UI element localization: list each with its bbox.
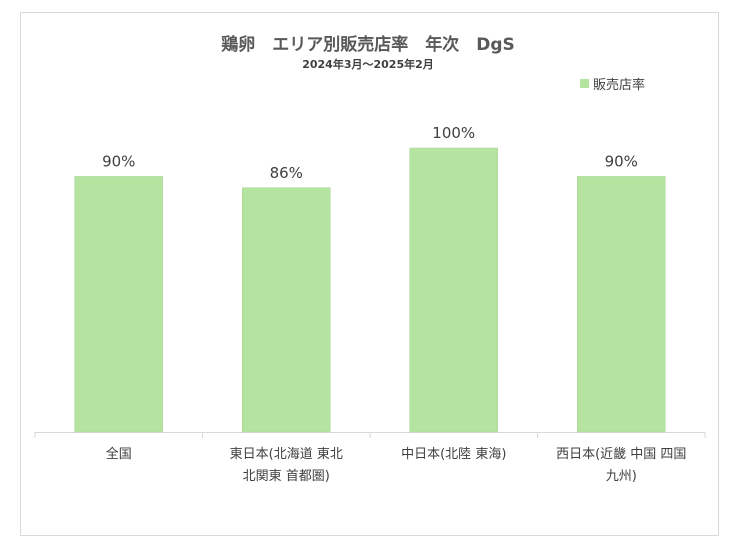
category-label-line: 東日本(北海道 東北 <box>229 447 343 462</box>
legend-label: 販売店率 <box>593 78 646 93</box>
legend: 販売店率 <box>580 74 645 93</box>
category-label-line: 中日本(北陸 東海) <box>401 447 507 462</box>
category-label: 東日本(北海道 東北 北関東 首都圏) <box>206 444 366 488</box>
category-label-line: 全国 <box>105 447 132 462</box>
category-label-line: 北関東 首都圏) <box>242 469 330 484</box>
data-label: 86% <box>270 164 303 182</box>
bar <box>242 187 331 433</box>
category-label: 中日本(北陸 東海) <box>374 444 534 466</box>
category-label-line: 九州) <box>605 469 637 484</box>
legend-swatch <box>580 79 589 88</box>
data-label: 100% <box>432 124 475 142</box>
category-label: 全国 <box>39 444 199 466</box>
category-label: 西日本(近畿 中国 四国 九州) <box>541 444 701 488</box>
data-label: 90% <box>605 152 638 170</box>
data-label: 90% <box>102 152 135 170</box>
bar <box>74 176 163 433</box>
chart-subtitle: 2024年3月～2025年2月 <box>302 58 434 71</box>
bar <box>409 147 498 433</box>
bar <box>577 176 666 433</box>
category-label-line: 西日本(近畿 中国 四国 <box>556 447 687 462</box>
chart-title: 鶏卵 エリア別販売店率 年次 DgS <box>221 35 515 55</box>
